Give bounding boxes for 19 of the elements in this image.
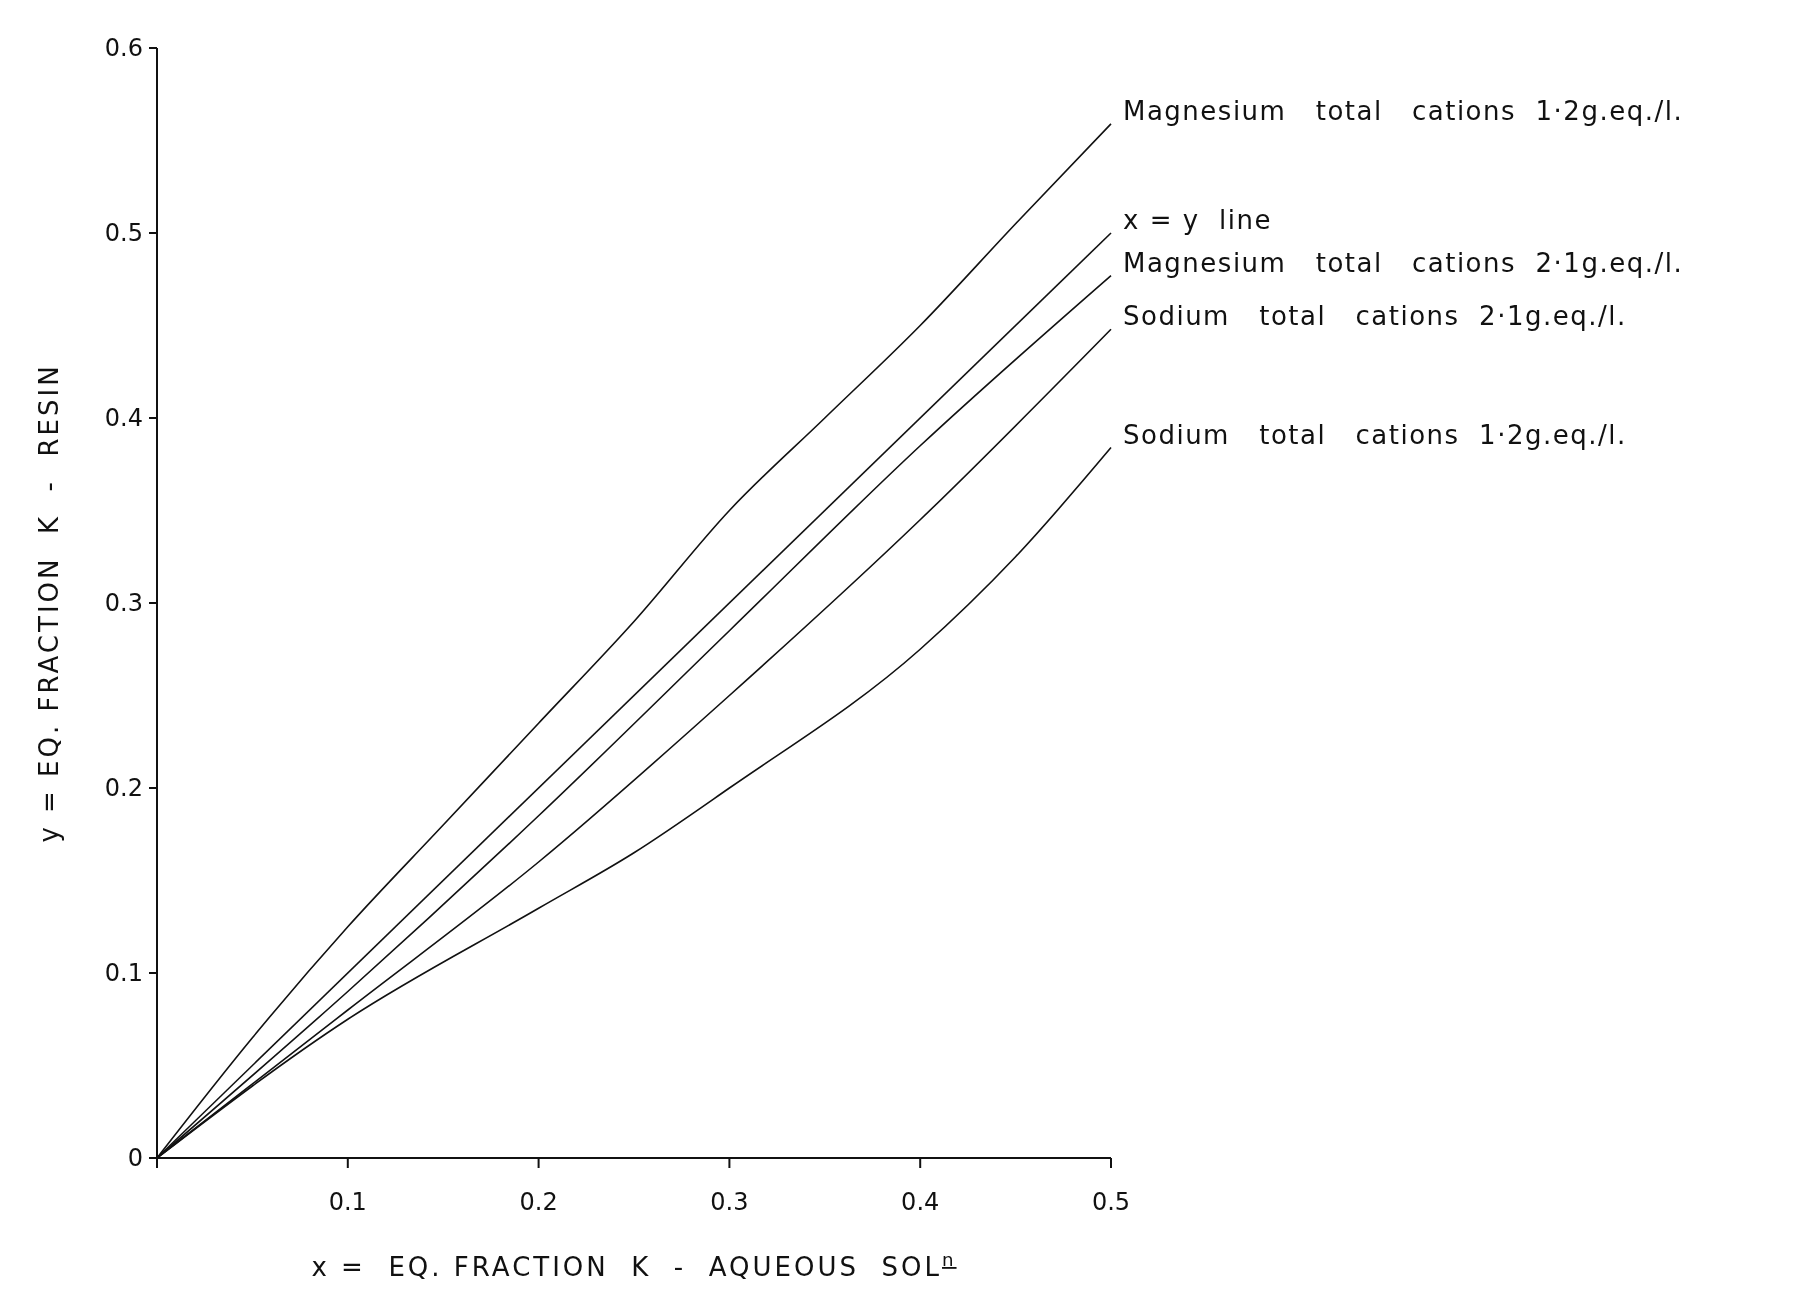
y-tick-label: 0.6 xyxy=(104,34,143,63)
x-tick-label: 0.2 xyxy=(519,1188,558,1216)
x-axis-title: x = EQ. FRACTION K - AQUEOUS SOL$^{n}$ xyxy=(311,1248,957,1282)
y-tick-label: 0.3 xyxy=(104,589,143,618)
series-label: Magnesium total cations 2·1g.eq./l. xyxy=(1123,247,1684,278)
y-tick-label: 0.2 xyxy=(104,774,143,803)
y-tick-label: 0.1 xyxy=(104,959,143,988)
series-label: Sodium total cations 2·1g.eq./l. xyxy=(1123,301,1627,332)
y-tick-label: 0.5 xyxy=(104,219,143,248)
series-label: Magnesium total cations 1·2g.eq./l. xyxy=(1123,95,1684,126)
y-axis-title: y = EQ. FRACTION K - RESIN xyxy=(34,363,64,843)
series-label: Sodium total cations 1·2g.eq./l. xyxy=(1123,419,1627,450)
series-label: x = y line xyxy=(1123,205,1273,235)
x-tick-label: 0.5 xyxy=(1091,1188,1131,1216)
y-tick-label: 0.4 xyxy=(104,404,143,433)
y-tick-label: 0 xyxy=(127,1144,143,1173)
x-tick-label: 0.3 xyxy=(710,1188,749,1216)
x-tick-label: 0.1 xyxy=(328,1188,367,1216)
x-tick-label: 0.4 xyxy=(901,1188,940,1216)
